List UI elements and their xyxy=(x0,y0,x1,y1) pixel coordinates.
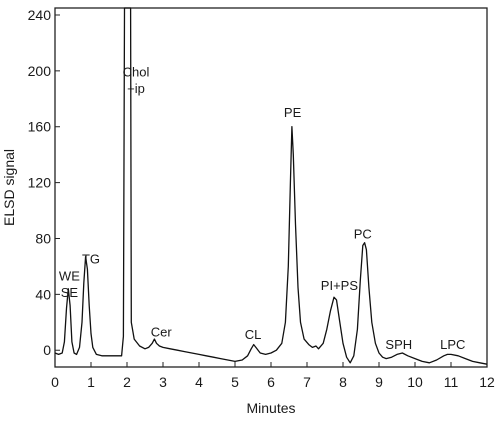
x-tick-label: 9 xyxy=(375,374,383,390)
x-tick-label: 6 xyxy=(267,374,275,390)
y-tick-label: 200 xyxy=(28,63,52,79)
peak-label: SPH xyxy=(385,337,412,352)
peak-label: WE xyxy=(59,268,80,283)
y-tick-label: 0 xyxy=(43,342,51,358)
y-tick-label: 80 xyxy=(35,230,51,246)
y-axis-title: ELSD signal xyxy=(1,149,17,226)
x-tick-label: 5 xyxy=(231,374,239,390)
peak-label: CL xyxy=(245,327,262,342)
x-tick-label: 11 xyxy=(444,374,459,390)
x-tick-label: 10 xyxy=(407,374,423,390)
peak-label: PC xyxy=(354,226,372,241)
plot-frame xyxy=(54,7,488,368)
peak-label: TG xyxy=(82,252,100,267)
x-tick-label: 7 xyxy=(303,374,311,390)
y-tick-label: 240 xyxy=(28,7,52,23)
x-tick-label: 12 xyxy=(479,374,495,390)
x-tick-label: 1 xyxy=(87,374,95,390)
peak-label: Chol xyxy=(123,64,150,79)
x-tick-label: 4 xyxy=(195,374,203,390)
peak-label: PE xyxy=(284,105,302,120)
signal-trace xyxy=(54,7,488,365)
y-tick-label: 120 xyxy=(28,175,52,191)
peak-label: LPC xyxy=(440,337,465,352)
peak-label: PI+PS xyxy=(321,278,359,293)
x-tick-label: 2 xyxy=(123,374,131,390)
y-tick-label: 160 xyxy=(28,119,52,135)
y-tick-label: 40 xyxy=(35,286,51,302)
series-layer xyxy=(54,7,488,365)
peak-label: Cer xyxy=(151,324,173,339)
x-axis-title: Minutes xyxy=(246,400,295,416)
peak-label: +ip xyxy=(127,81,145,96)
x-tick-label: 3 xyxy=(159,374,167,390)
x-tick-label: 0 xyxy=(51,374,59,390)
peak-label: SE xyxy=(61,285,79,300)
peak-annotation-layer: WE SE TG Chol +ip Cer CL PE PI+PS PC SPH LPC xyxy=(59,64,466,351)
x-tick-label: 8 xyxy=(339,374,347,390)
